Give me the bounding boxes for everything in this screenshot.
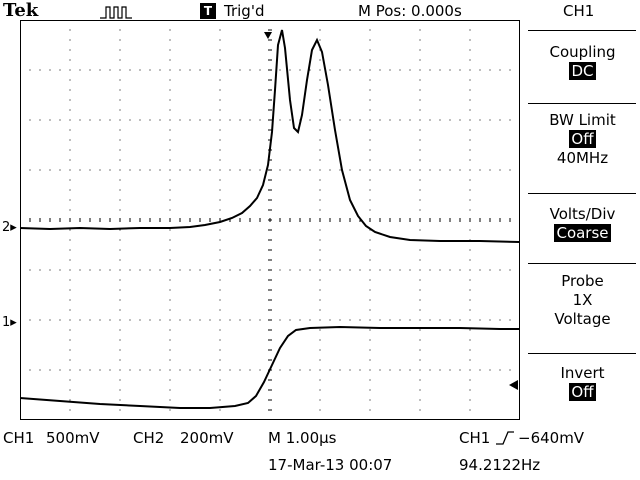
volts-div-label: Volts/Div: [549, 205, 616, 223]
trigger-status: Trig'd: [224, 2, 265, 20]
probe-label: Probe: [561, 272, 604, 290]
ch2-scale: 200mV: [180, 429, 234, 447]
coupling-label: Coupling: [549, 43, 616, 61]
trigger-frequency: 94.2122Hz: [459, 456, 541, 474]
brand-logo: Tek: [3, 0, 39, 21]
coupling-value: DC: [569, 62, 596, 80]
horizontal-position: M Pos: 0.000s: [358, 2, 462, 20]
volts-div-menu-item[interactable]: Volts/Div Coarse: [525, 205, 640, 243]
ch1-label: CH1: [3, 429, 35, 447]
trigger-source: CH1: [459, 429, 491, 447]
rising-edge-icon: [496, 431, 514, 445]
probe-menu-item[interactable]: Probe 1X Voltage: [525, 272, 640, 329]
ch1-waveform: [20, 325, 519, 409]
trigger-badge-icon: T: [200, 3, 216, 19]
ch2-ground-marker: 2▸: [2, 220, 17, 235]
trigger-position-marker: [264, 32, 272, 39]
volts-div-value: Coarse: [554, 224, 611, 242]
trigger-level: −640mV: [518, 429, 585, 447]
invert-label: Invert: [560, 364, 605, 382]
probe-type: Voltage: [554, 310, 611, 328]
ch1-ground-marker: 1▸: [2, 315, 17, 330]
ch2-label: CH2: [133, 429, 165, 447]
acquire-mode-icon: [100, 6, 132, 19]
ch1-scale: 500mV: [46, 429, 100, 447]
bw-limit-value: Off: [569, 130, 596, 148]
bw-limit-frequency: 40MHz: [556, 149, 609, 167]
ch2-waveform: [20, 29, 520, 243]
invert-menu-item[interactable]: Invert Off: [525, 364, 640, 402]
invert-value: Off: [569, 383, 596, 401]
date-time: 17-Mar-13 00:07: [268, 456, 393, 474]
trigger-level-marker: [509, 380, 518, 390]
menu-channel-title: CH1: [563, 2, 595, 20]
graticule-grid: [20, 20, 520, 420]
bw-limit-menu-item[interactable]: BW Limit Off 40MHz: [525, 111, 640, 168]
waveform-display: [20, 20, 520, 420]
probe-attenuation: 1X: [572, 291, 593, 309]
timebase: M 1.00µs: [268, 429, 337, 447]
coupling-menu-item[interactable]: Coupling DC: [525, 43, 640, 81]
bw-limit-label: BW Limit: [549, 111, 616, 129]
